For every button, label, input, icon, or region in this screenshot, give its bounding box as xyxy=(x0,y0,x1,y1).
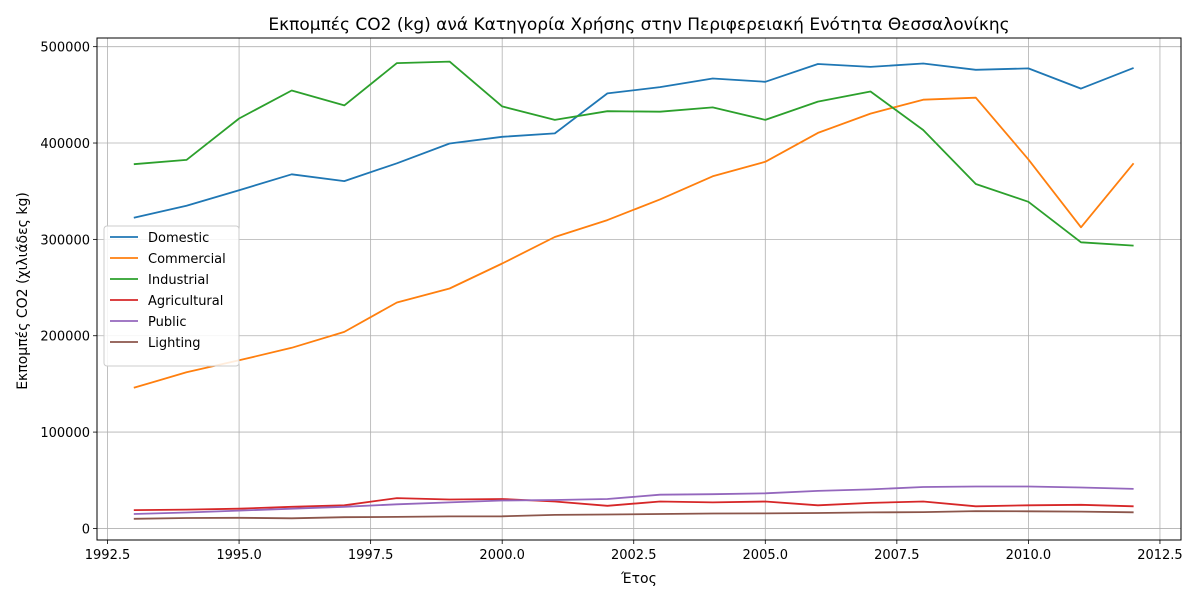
y-tick-label: 400000 xyxy=(40,137,90,152)
legend-label-industrial: Industrial xyxy=(148,273,209,288)
series-line-agricultural xyxy=(133,497,1134,511)
x-tick-label: 2000.0 xyxy=(479,548,525,563)
y-tick-label: 500000 xyxy=(40,41,90,56)
x-tick-label: 2002.5 xyxy=(611,548,657,563)
legend-label-lighting: Lighting xyxy=(148,336,201,351)
y-tick-label: 0 xyxy=(82,522,90,537)
chart-title: Εκπομπές CO2 (kg) ανά Κατηγορία Χρήσης σ… xyxy=(268,15,1009,35)
series-line-lighting xyxy=(133,510,1134,520)
x-tick-label: 2005.0 xyxy=(743,548,789,563)
legend-label-commercial: Commercial xyxy=(148,252,226,267)
legend-label-public: Public xyxy=(148,315,186,330)
y-tick-label: 300000 xyxy=(40,233,90,248)
x-tick-label: 1992.5 xyxy=(85,548,131,563)
grid xyxy=(97,38,1181,540)
plot-frame xyxy=(96,37,1182,541)
series-lines xyxy=(133,60,1135,520)
series-line-domestic xyxy=(133,62,1134,219)
y-axis-ticks: 0 100000 200000 300000 400000 500000 xyxy=(40,41,97,537)
legend-label-agricultural: Agricultural xyxy=(148,294,223,309)
series-line-public xyxy=(133,485,1134,515)
x-tick-label: 2012.5 xyxy=(1137,548,1183,563)
y-tick-label: 200000 xyxy=(40,330,90,345)
series-line-industrial xyxy=(133,60,1134,247)
x-axis-label: Έτος xyxy=(620,571,657,587)
x-tick-label: 1995.0 xyxy=(216,548,262,563)
x-axis-ticks: 1992.5 1995.0 1997.5 2000.0 2002.5 2005.0 2007… xyxy=(85,540,1183,563)
y-tick-label: 100000 xyxy=(40,426,90,441)
x-tick-label: 2010.0 xyxy=(1006,548,1052,563)
x-tick-label: 1997.5 xyxy=(348,548,394,563)
x-tick-label: 2007.5 xyxy=(874,548,920,563)
legend-label-domestic: Domestic xyxy=(148,231,209,246)
y-axis-label: Εκπομπές CO2 (χιλιάδες kg) xyxy=(15,192,31,390)
legend: Domestic Commercial Industrial Agricultural… xyxy=(103,225,240,367)
series-line-commercial xyxy=(133,96,1135,389)
legend-box xyxy=(103,225,240,367)
